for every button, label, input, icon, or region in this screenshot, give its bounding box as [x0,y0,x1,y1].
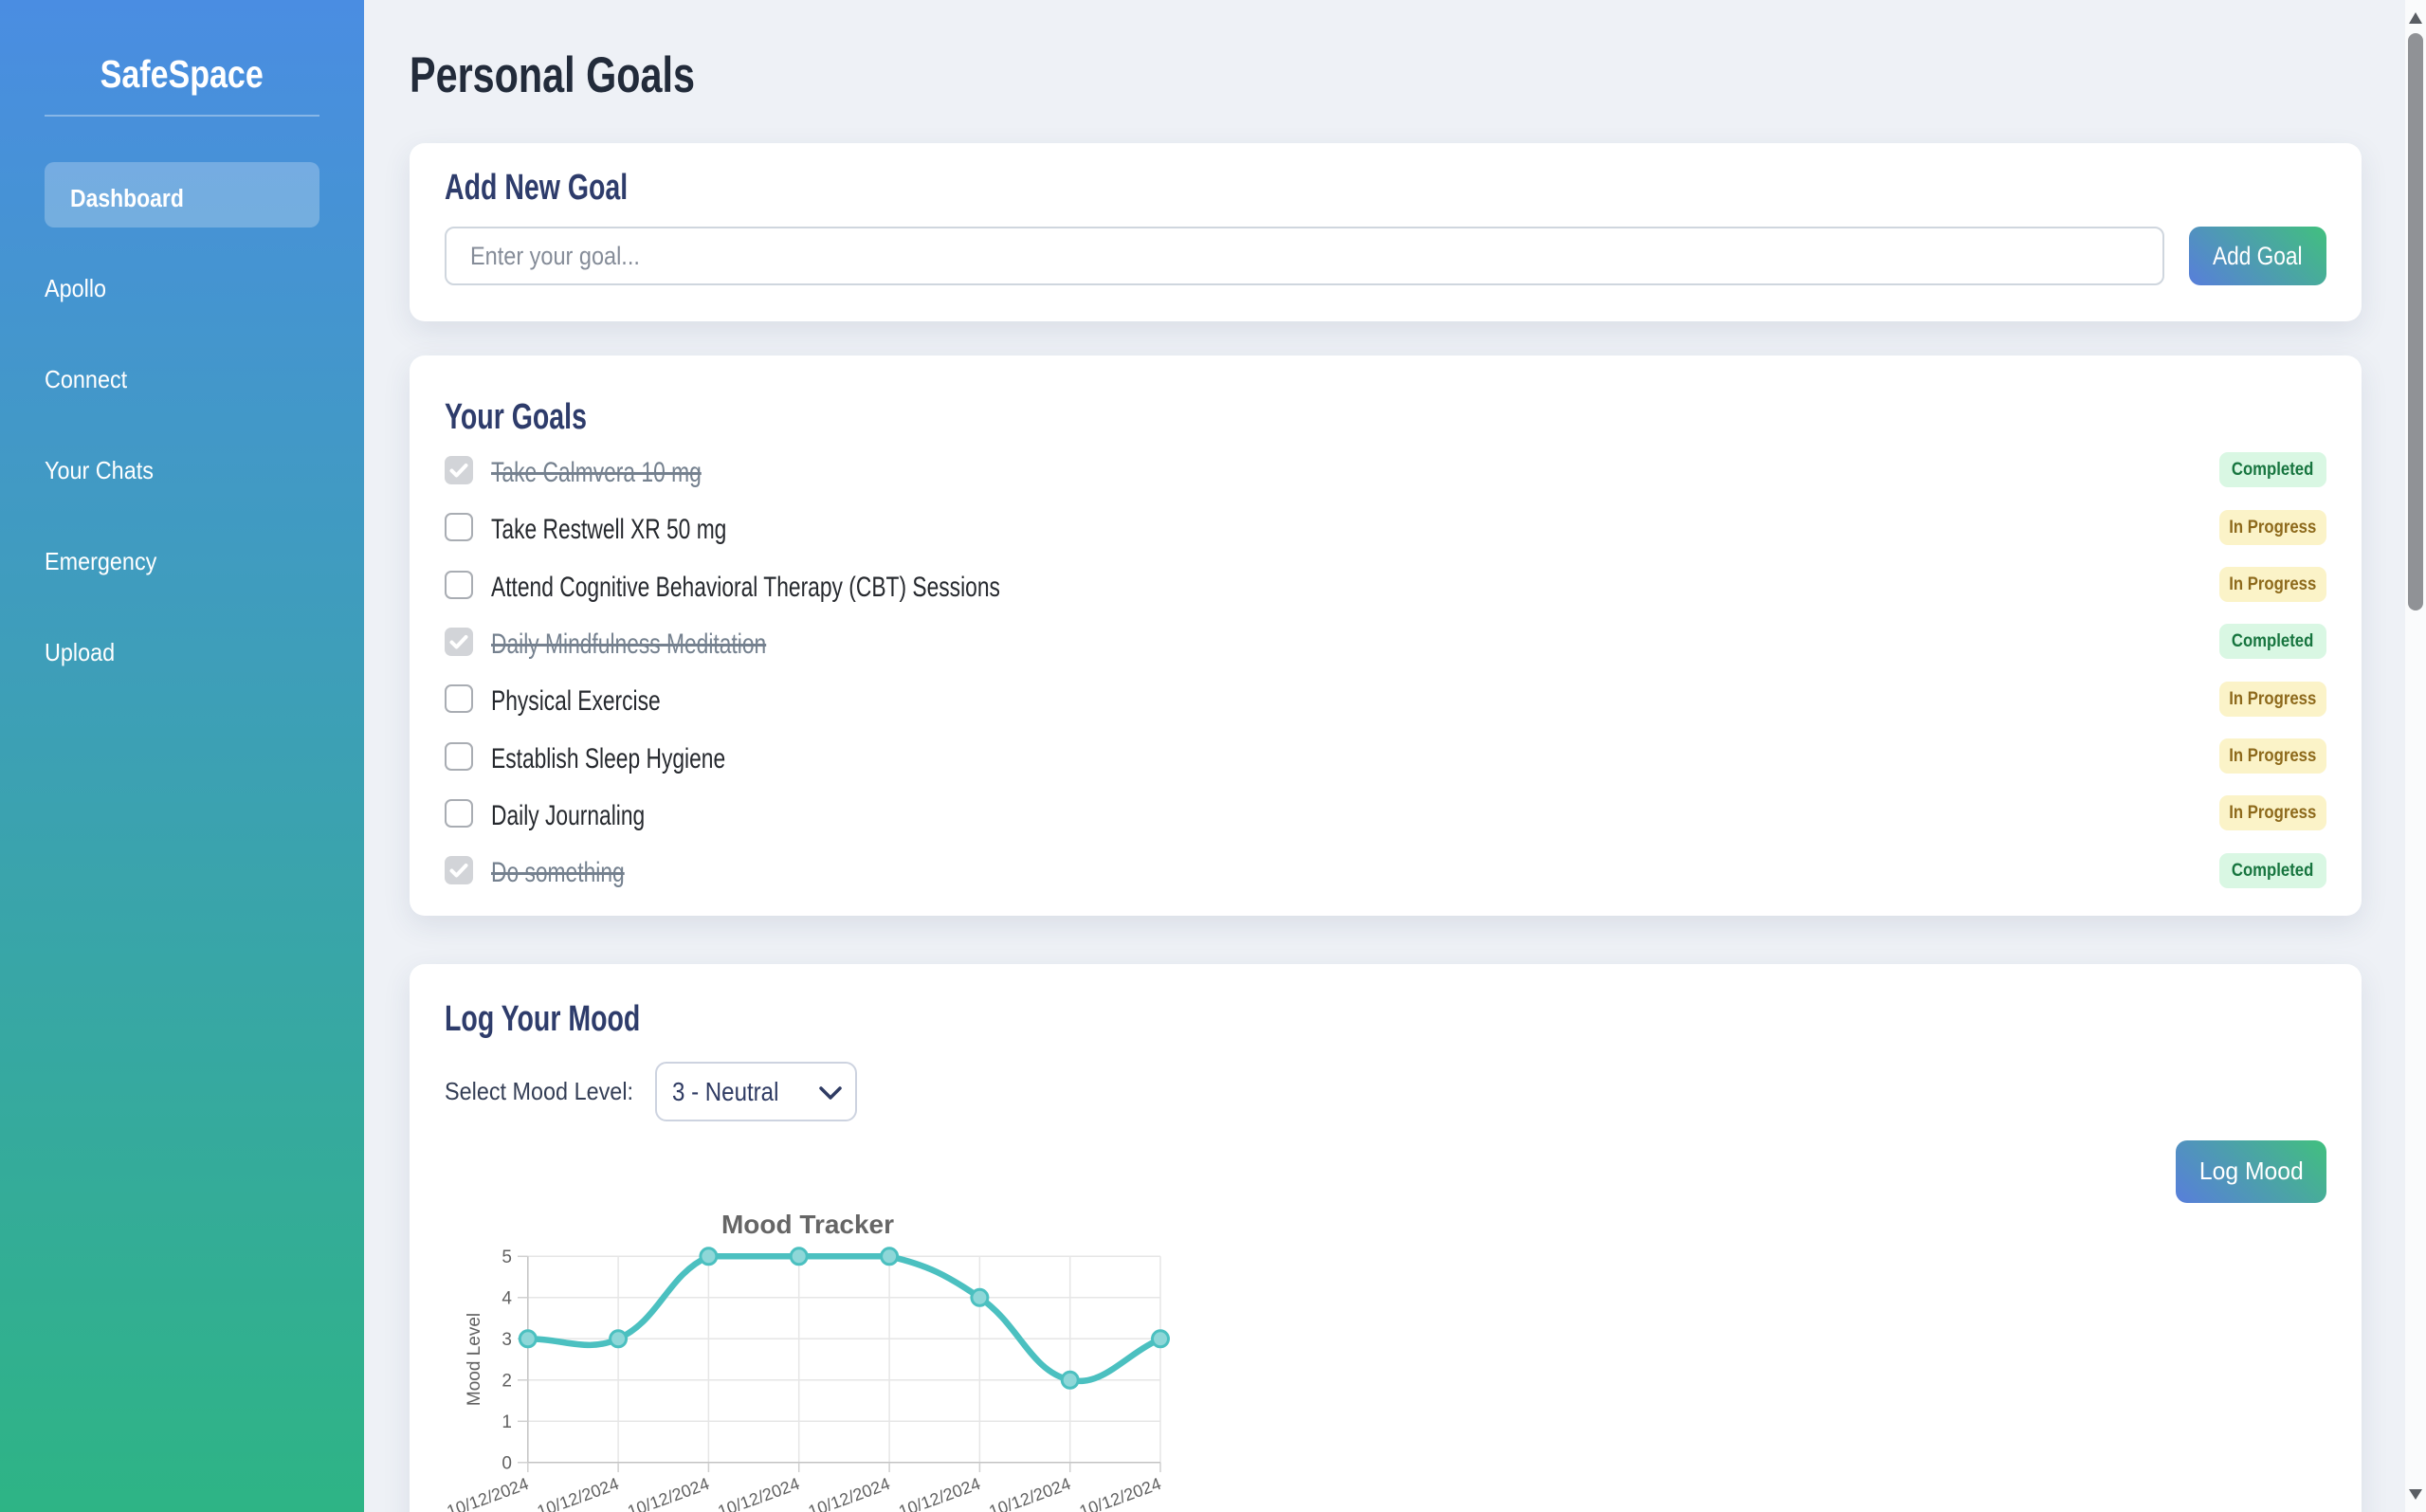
svg-text:10/12/2024: 10/12/2024 [1077,1474,1164,1512]
svg-text:3: 3 [502,1330,512,1350]
svg-text:10/12/2024: 10/12/2024 [445,1474,531,1512]
svg-text:10/12/2024: 10/12/2024 [535,1474,622,1512]
svg-text:1: 1 [502,1412,512,1432]
svg-text:10/12/2024: 10/12/2024 [716,1474,803,1512]
svg-text:Mood Tracker: Mood Tracker [721,1210,894,1239]
svg-text:10/12/2024: 10/12/2024 [896,1474,983,1512]
svg-text:10/12/2024: 10/12/2024 [806,1474,893,1512]
svg-text:4: 4 [502,1289,512,1309]
svg-text:10/12/2024: 10/12/2024 [987,1474,1074,1512]
svg-text:2: 2 [502,1372,512,1392]
svg-text:5: 5 [502,1248,512,1267]
svg-text:Mood Level: Mood Level [465,1313,484,1406]
svg-text:10/12/2024: 10/12/2024 [625,1474,712,1512]
svg-text:0: 0 [502,1454,512,1474]
